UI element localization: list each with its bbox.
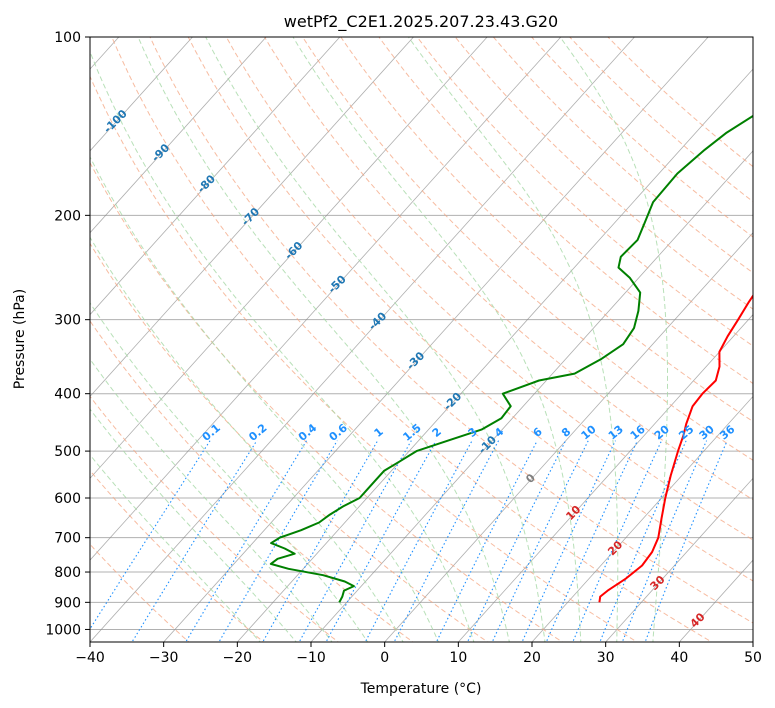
mixing-ratio-line <box>325 440 437 642</box>
dry-adiabat-line <box>90 469 265 642</box>
moist-adiabat-line <box>90 454 261 642</box>
mixing-ratio-line <box>599 440 687 642</box>
mixing-ratio-line <box>521 440 616 642</box>
isotherm-line <box>90 37 488 479</box>
dry-adiabat-line <box>111 37 713 642</box>
isotherm-line <box>90 37 193 152</box>
y-tick-label: 100 <box>54 30 81 46</box>
y-tick-label: 600 <box>54 491 81 507</box>
dry-adiabat-line <box>263 37 753 501</box>
mixing-ratio-line <box>644 440 728 642</box>
x-tick-label: −20 <box>223 650 253 666</box>
moist-adiabat-line <box>90 156 440 642</box>
isotherm-line <box>90 37 414 398</box>
x-tick-label: 30 <box>597 650 615 666</box>
mixing-ratio-line <box>572 440 663 642</box>
mixing-ratio-line <box>262 440 379 642</box>
moist-adiabat-line <box>90 50 475 642</box>
dry-adiabat-line <box>187 37 753 582</box>
x-tick-label: 10 <box>449 650 467 666</box>
axes-layer: −40 −30 −20 −10 0 10 20 30 40 50 100 200 300 400 500 60… <box>45 30 762 666</box>
mixing-ratio-line <box>393 440 500 642</box>
plot-frame <box>89 36 754 643</box>
dry-adiabat-line <box>90 161 564 642</box>
y-tick-label: 800 <box>54 565 81 581</box>
moist-adiabat-line <box>292 37 582 642</box>
moist-adiabat-line <box>407 37 619 642</box>
isotherm-line <box>90 37 341 316</box>
x-tick-label: 40 <box>670 650 688 666</box>
x-tick-label: −30 <box>149 650 179 666</box>
y-tick-label: 200 <box>54 208 81 224</box>
moist-adiabat-line <box>90 408 297 642</box>
mixing-ratio-line <box>621 440 708 642</box>
mixing-ratio-line <box>364 440 473 642</box>
y-tick-label: 500 <box>54 444 81 460</box>
x-tick-label: 20 <box>523 650 541 666</box>
isotherm-line <box>163 37 709 642</box>
mixing-ratio-line <box>185 440 308 642</box>
x-tick-label: 0 <box>380 650 389 666</box>
y-tick-label: 300 <box>54 313 81 329</box>
mixing-ratio-line <box>491 440 589 642</box>
sounding-lines-layer <box>269 114 753 603</box>
isotherm-line <box>531 395 753 642</box>
dry-adiabat-line <box>378 37 753 385</box>
x-tick-label: −40 <box>75 650 105 666</box>
moist-adiabat-line <box>137 37 510 642</box>
isotherm-line <box>90 37 562 561</box>
mixing-ratio-line <box>90 440 211 630</box>
dry-adiabat-line <box>149 37 753 624</box>
mixing-ratio-line <box>298 440 412 642</box>
temperature-profile-line <box>598 293 753 603</box>
isotherm-line <box>90 37 635 642</box>
x-axis-label: Temperature (°C) <box>360 681 482 697</box>
isotherm-line <box>605 477 753 642</box>
y-axis-label: Pressure (hPa) <box>12 289 28 389</box>
background-lines-layer <box>90 37 753 642</box>
mixing-ratio-line <box>131 440 258 642</box>
x-tick-label: 50 <box>744 650 762 666</box>
isotherm-line <box>384 232 753 642</box>
x-tick-label: −10 <box>296 650 326 666</box>
moist-adiabat-line <box>90 236 404 642</box>
y-tick-label: 700 <box>54 531 81 547</box>
isotherm-line <box>458 313 753 642</box>
dry-adiabat-line <box>90 242 489 642</box>
dry-adiabat-line <box>340 37 753 423</box>
moist-adiabat-line <box>205 37 546 642</box>
dry-adiabat-line <box>90 320 414 642</box>
mixing-ratio-line <box>218 440 338 642</box>
y-tick-label: 900 <box>54 595 81 611</box>
dry-adiabat-line <box>90 395 340 642</box>
isotherm-line <box>90 37 267 234</box>
isotherm-line <box>237 68 753 642</box>
dewpoint-profile-line <box>269 114 753 603</box>
y-tick-label: 400 <box>54 387 81 403</box>
y-tick-label: 1000 <box>45 622 81 638</box>
chart-title: wetPf2_C2E1.2025.207.23.43.G20 <box>284 12 558 32</box>
